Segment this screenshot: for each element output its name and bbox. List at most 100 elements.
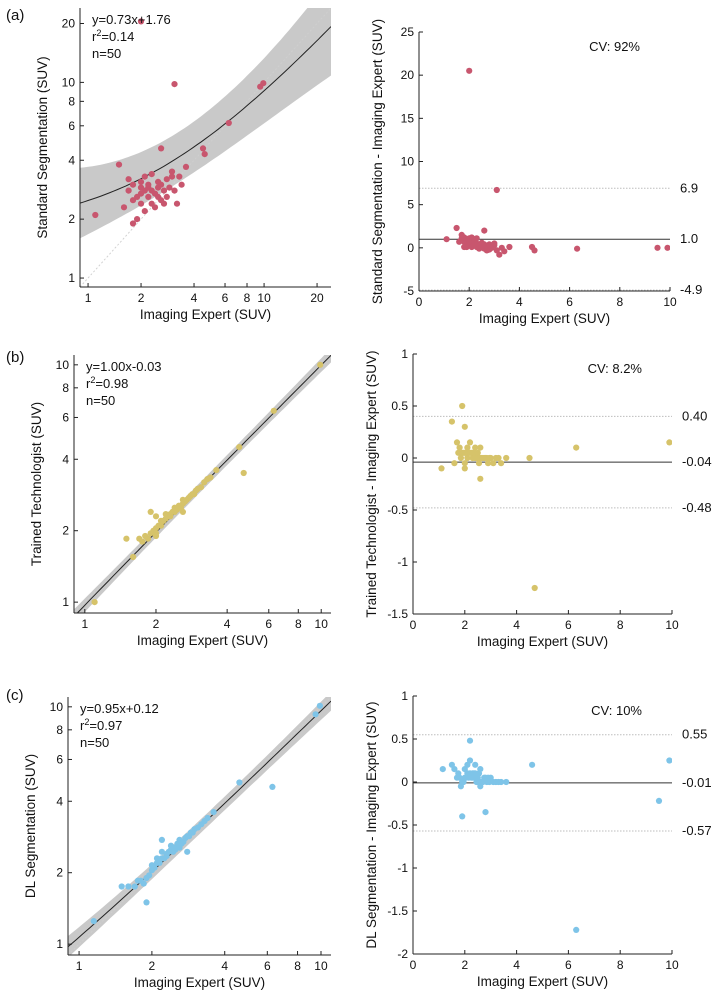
chart-c-bland-altman: 0 2 4 6 8 10 1 0.5 0 -0.5 -1 -1.5 -2 Imaging Expert (… bbox=[364, 689, 712, 989]
data-point bbox=[118, 883, 125, 890]
data-point bbox=[461, 465, 468, 472]
x-tick-label: 8 bbox=[244, 291, 251, 305]
data-point bbox=[158, 181, 165, 188]
y-tick-label: 1 bbox=[401, 689, 408, 703]
y-tick-label: 10 bbox=[56, 358, 70, 372]
data-point bbox=[472, 761, 479, 768]
data-point bbox=[477, 475, 484, 482]
data-point bbox=[137, 18, 145, 25]
plot-area bbox=[413, 734, 672, 934]
x-tick-label: 6 bbox=[222, 291, 229, 305]
x-tick-label: 10 bbox=[665, 618, 679, 632]
data-point bbox=[156, 859, 163, 867]
plot-area bbox=[413, 402, 672, 592]
data-point bbox=[574, 245, 581, 252]
data-point bbox=[487, 454, 494, 462]
data-point bbox=[473, 235, 480, 242]
y-tick-label: 2 bbox=[56, 866, 63, 880]
data-point bbox=[197, 484, 205, 491]
data-point bbox=[125, 883, 132, 890]
lower-limit-label: -0.57 bbox=[682, 823, 712, 838]
data-point bbox=[573, 926, 580, 934]
regression-line bbox=[80, 26, 331, 204]
y-tick-label: 1 bbox=[401, 347, 408, 361]
x-axis-title: Imaging Expert (SUV) bbox=[134, 975, 265, 990]
data-point bbox=[201, 151, 208, 158]
x-tick-label: 6 bbox=[265, 617, 272, 631]
data-point bbox=[182, 163, 190, 170]
data-point bbox=[666, 439, 672, 446]
x-tick-label: 10 bbox=[257, 291, 271, 305]
y-tick-label: 0 bbox=[401, 451, 408, 465]
mean-difference-label: -0.01 bbox=[682, 775, 712, 790]
data-point bbox=[123, 535, 130, 542]
chart-b-bland-altman: 0 2 4 6 8 10 1 0.5 0 -0.5 -1 -1.5 Imaging Expert (SU… bbox=[364, 347, 712, 649]
data-point bbox=[146, 872, 153, 879]
x-tick-label: 2 bbox=[149, 959, 156, 973]
x-tick-label: 10 bbox=[314, 959, 328, 973]
data-point bbox=[477, 444, 484, 451]
x-tick-label: 2 bbox=[461, 618, 468, 632]
data-point bbox=[129, 220, 137, 227]
data-point bbox=[498, 778, 505, 786]
x-axis-title: Imaging Expert (SUV) bbox=[477, 974, 608, 989]
data-point bbox=[466, 67, 473, 74]
x-tick-label: 10 bbox=[663, 295, 677, 309]
y-tick-label: -2 bbox=[397, 947, 408, 961]
data-point bbox=[125, 176, 132, 183]
fit-annotation: r2=0.14 bbox=[92, 28, 134, 44]
data-point bbox=[495, 454, 502, 462]
cv-label: CV: 8.2% bbox=[588, 361, 643, 376]
panel-label-b: (b) bbox=[6, 349, 24, 366]
data-point bbox=[130, 553, 137, 561]
data-point bbox=[474, 449, 481, 456]
y-tick-label: 0.5 bbox=[391, 732, 408, 746]
fit-annotation: n=50 bbox=[86, 393, 115, 408]
data-point bbox=[477, 783, 484, 790]
x-tick-label: 10 bbox=[315, 617, 329, 631]
data-point bbox=[210, 809, 217, 816]
x-tick-label: 4 bbox=[221, 959, 228, 973]
data-point bbox=[236, 779, 243, 786]
data-point bbox=[160, 200, 168, 207]
data-point bbox=[152, 513, 160, 520]
x-tick-label: 4 bbox=[513, 958, 520, 972]
x-tick-label: 0 bbox=[416, 295, 423, 309]
data-point bbox=[115, 161, 123, 168]
data-point bbox=[260, 80, 267, 87]
data-point bbox=[178, 181, 185, 188]
data-point bbox=[147, 508, 154, 515]
y-tick-label: 6 bbox=[62, 410, 69, 424]
charts-layer: 1 2 4 6 8 10 2 0 1 2 4 6 8 10 2 0 Imaging Expert (SUV) St… bbox=[23, 8, 712, 990]
data-point bbox=[141, 173, 148, 180]
data-point bbox=[143, 899, 150, 906]
fit-annotation: y=0.95x+0.12 bbox=[80, 701, 159, 716]
data-point bbox=[666, 757, 672, 764]
data-point bbox=[144, 535, 152, 542]
plot-area bbox=[419, 67, 670, 291]
data-point bbox=[456, 444, 463, 451]
identity-line bbox=[74, 355, 331, 613]
data-point bbox=[654, 244, 661, 251]
y-tick-label: 6 bbox=[56, 752, 63, 766]
x-axis-title: Imaging Expert (SUV) bbox=[137, 633, 268, 648]
data-point bbox=[139, 538, 146, 545]
data-point bbox=[491, 242, 498, 249]
x-tick-label: 2 bbox=[138, 291, 145, 305]
data-point bbox=[490, 460, 497, 467]
x-tick-label: 6 bbox=[264, 959, 271, 973]
y-axis-title: Standard Segmentation - Imaging Expert (… bbox=[370, 19, 385, 304]
data-point bbox=[145, 193, 152, 200]
x-tick-label: 6 bbox=[565, 618, 572, 632]
x-tick-label: 6 bbox=[565, 958, 572, 972]
panel-label-a: (a) bbox=[6, 7, 24, 24]
y-tick-label: 8 bbox=[62, 381, 69, 395]
fit-annotation: n=50 bbox=[80, 735, 109, 750]
data-point bbox=[472, 444, 479, 451]
y-tick-label: -0.5 bbox=[387, 818, 408, 832]
data-point bbox=[453, 439, 461, 446]
x-tick-label: 8 bbox=[295, 617, 302, 631]
x-tick-label: 10 bbox=[665, 958, 679, 972]
data-point bbox=[482, 809, 489, 816]
